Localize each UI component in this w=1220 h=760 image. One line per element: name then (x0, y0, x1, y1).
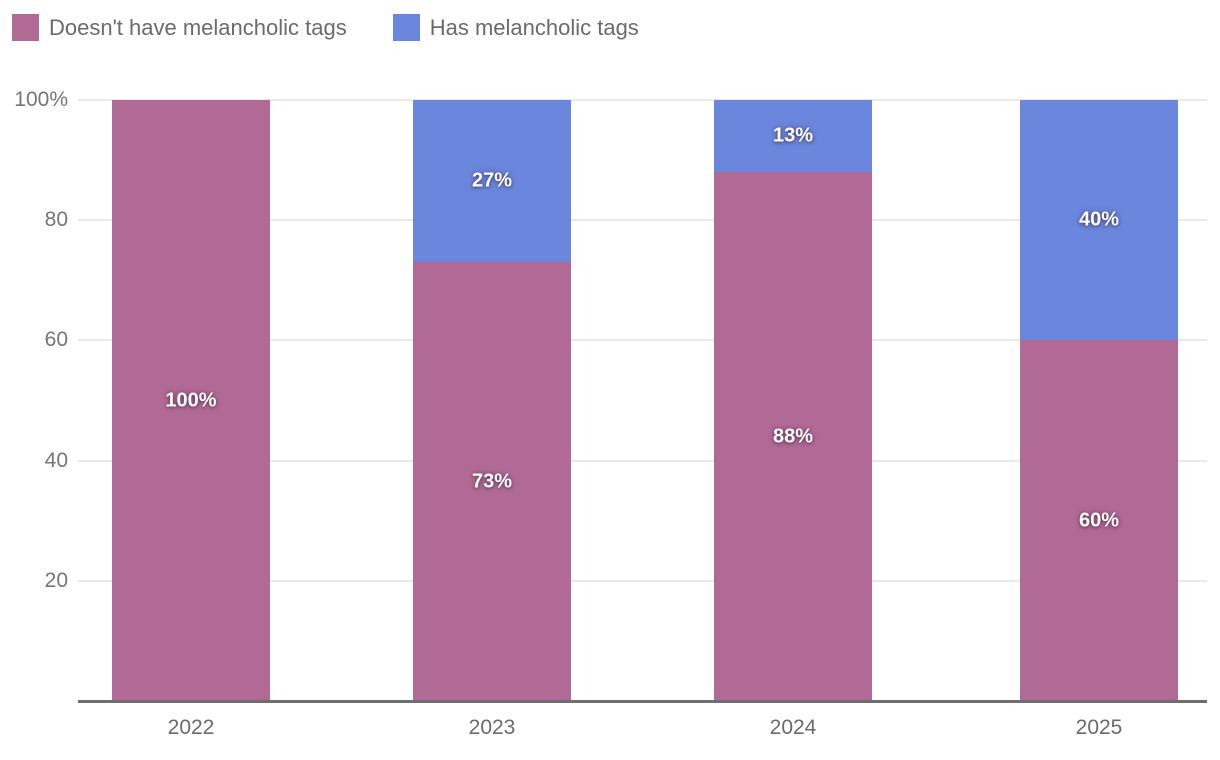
segment-value-label: 100% (165, 389, 217, 411)
y-tick-label-60: 60 (44, 328, 68, 352)
gridline-60 (78, 339, 1207, 342)
gridline-100 (78, 99, 1207, 101)
legend: Doesn't have melancholic tags Has melanc… (12, 14, 639, 41)
x-tick-label-2024: 2024 (769, 716, 817, 739)
legend-swatch-blue (392, 14, 420, 41)
bar-2023: 73% 27% (413, 100, 571, 701)
legend-swatch-pink (12, 14, 39, 41)
segment-value-label: 40% (1078, 208, 1120, 231)
bar-2025: 60% 40% (1020, 100, 1178, 701)
segment-has-2023: 27% (413, 100, 571, 263)
x-tick-label-2025: 2025 (1075, 716, 1123, 739)
segment-doesnt-have-2025: 60% (1020, 340, 1178, 701)
bar-2022: 100% (112, 100, 270, 701)
bar-2024: 88% 13% (714, 100, 872, 701)
segment-value-label: 13% (772, 124, 814, 147)
gridline-40 (78, 459, 1207, 462)
segment-value-label: 88% (772, 425, 814, 448)
y-tick-label-40: 40 (44, 448, 68, 472)
segment-value-label: 27% (471, 169, 513, 192)
plot-area: 100% 73% 27% 88% 13% 60% 40% (78, 99, 1207, 701)
gridline-80 (78, 219, 1207, 222)
segment-value-label: 60% (1078, 509, 1120, 532)
segment-doesnt-have-2024: 88% (714, 172, 872, 701)
legend-item-doesnt-have-melancholic-tags[interactable]: Doesn't have melancholic tags (12, 14, 347, 41)
gridline-20 (78, 579, 1207, 582)
x-tick-label-2022: 2022 (167, 716, 215, 739)
segment-doesnt-have-2023: 73% (413, 262, 571, 701)
x-axis-line (78, 700, 1207, 703)
segment-has-2024: 13% (714, 100, 872, 173)
segment-value-label: 73% (471, 470, 513, 493)
segment-doesnt-have-2022: 100% (112, 100, 270, 701)
y-tick-label-100: 100% (14, 88, 68, 111)
legend-label: Has melancholic tags (429, 14, 639, 40)
segment-has-2025: 40% (1020, 100, 1178, 341)
legend-label: Doesn't have melancholic tags (49, 14, 347, 40)
x-tick-label-2023: 2023 (468, 716, 516, 739)
y-tick-label-20: 20 (44, 568, 68, 592)
y-tick-label-80: 80 (44, 208, 68, 232)
legend-item-has-melancholic-tags[interactable]: Has melancholic tags (392, 14, 639, 41)
